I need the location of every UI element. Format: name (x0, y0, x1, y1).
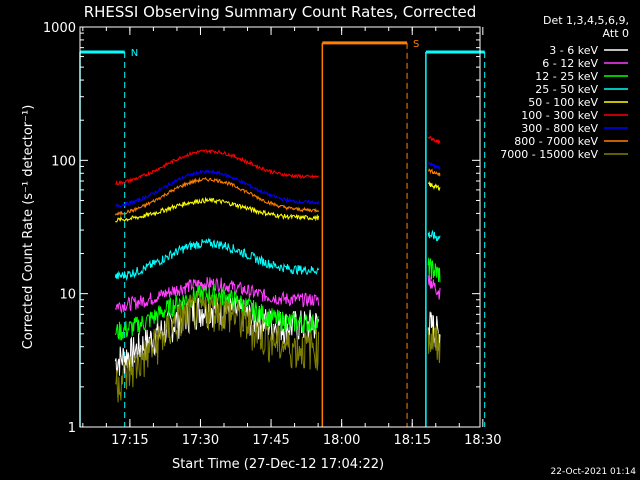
plot-area: NS (79, 39, 486, 427)
series-line-tail (427, 135, 441, 144)
x-axis: 17:15 17:30 17:45 18:00 18:15 18:30 (82, 27, 502, 448)
x-tick-label: 17:15 (111, 433, 148, 448)
legend-header: Det 1,3,4,5,6,9, (543, 14, 629, 27)
x-tick-label: 18:00 (323, 433, 360, 448)
y-tick-label: 1 (68, 421, 76, 436)
series-line (114, 237, 320, 282)
x-tick-label: 17:45 (252, 433, 289, 448)
series-line-tail (427, 257, 441, 283)
legend-label: 300 - 800 keV (521, 122, 598, 135)
timestamp-label: 22-Oct-2021 01:14 (551, 467, 637, 477)
series-line (114, 277, 320, 315)
legend-label: 3 - 6 keV (549, 44, 598, 57)
y-axis: 1 10 100 1000 (43, 21, 480, 436)
series-line (115, 196, 320, 223)
x-axis-label: Start Time (27-Dec-12 17:04:22) (172, 457, 384, 472)
legend-label: 50 - 100 keV (528, 96, 598, 109)
y-tick-label: 100 (51, 154, 76, 169)
series-line (114, 176, 320, 217)
series-line (115, 149, 319, 186)
plot-frame (79, 26, 481, 428)
legend-label: 800 - 7000 keV (514, 135, 598, 148)
series-line (115, 168, 320, 208)
night-marker-label: N (131, 48, 138, 59)
series-line-tail (427, 181, 441, 192)
x-tick-label: 18:30 (464, 433, 501, 448)
series-line-tail (427, 229, 441, 242)
legend-label: 12 - 25 keV (535, 70, 598, 83)
x-tick-label: 18:15 (394, 433, 431, 448)
series-line-tail (428, 168, 441, 177)
legend-label: 25 - 50 keV (535, 83, 598, 96)
chart-title: RHESSI Observing Summary Count Rates, Co… (84, 3, 477, 21)
series-line (115, 291, 320, 403)
saa-marker-label: S (413, 39, 419, 50)
series-line-tail (427, 161, 441, 170)
x-tick-label: 17:30 (182, 433, 219, 448)
y-tick-label: 10 (59, 288, 76, 303)
series-line-tail (427, 275, 441, 300)
y-axis-label: Corrected Count Rate (s⁻¹ detector⁻¹) (21, 105, 36, 350)
legend-label: 100 - 300 keV (521, 109, 598, 122)
legend-header: Att 0 (603, 27, 629, 40)
y-tick-label: 1000 (43, 21, 76, 36)
legend-label: 7000 - 15000 keV (500, 148, 598, 161)
series-line-tail (427, 325, 441, 364)
legend-label: 6 - 12 keV (542, 57, 598, 70)
